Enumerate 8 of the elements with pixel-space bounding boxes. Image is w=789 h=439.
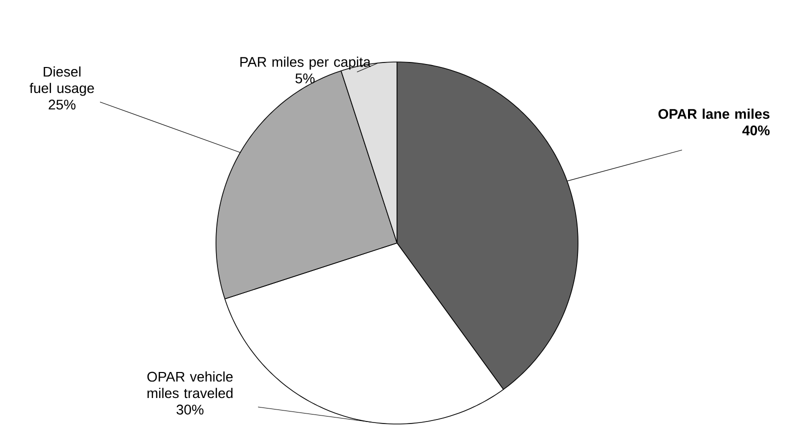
data-label: 25% xyxy=(48,100,76,110)
data-label: 5% xyxy=(295,74,315,84)
data-label: 30% xyxy=(176,404,204,415)
slice-label: PAR miles per capita xyxy=(240,56,371,70)
slice-label: OPAR lane miles xyxy=(658,108,770,119)
slice-label: OPAR vehicle miles traveled xyxy=(147,371,233,398)
slice-label: Diesel fuel usage xyxy=(30,66,94,96)
data-label: 40% xyxy=(742,125,770,136)
